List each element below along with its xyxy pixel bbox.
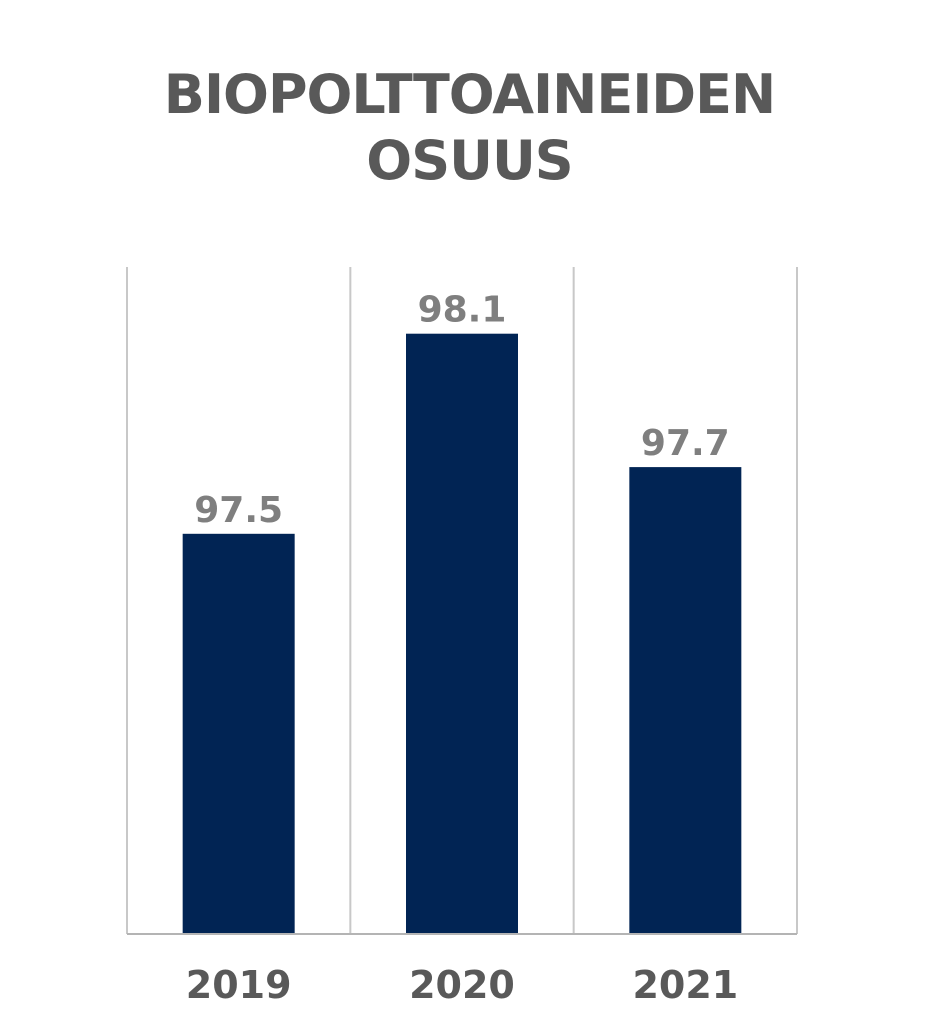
data-labels: 97.5 98.1 97.7 [194,290,729,531]
bar-2021 [629,467,742,934]
bar-2019 [182,533,295,934]
x-tick-label-2021: 2021 [632,963,738,1007]
data-label-2020: 98.1 [418,290,507,331]
data-label-2021: 97.7 [641,423,730,464]
data-label-2019: 97.5 [194,490,283,531]
chart-title: BIOPOLTTOAINEIDEN OSUUS [0,62,939,194]
x-tick-label-2019: 2019 [186,963,292,1007]
bar-2020 [406,333,518,934]
grid-lines [126,267,798,934]
bars [182,333,742,934]
chart-title-line-2: OSUUS [366,129,573,192]
x-tick-label-2020: 2020 [409,963,515,1007]
chart-title-line-1: BIOPOLTTOAINEIDEN [163,63,776,126]
x-axis-tick-labels: 2019 2020 2021 [186,963,738,1007]
